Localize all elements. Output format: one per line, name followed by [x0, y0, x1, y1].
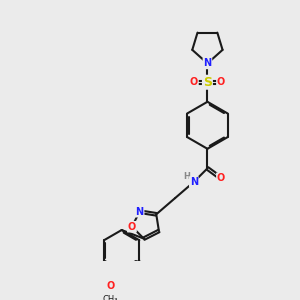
Text: N: N	[203, 58, 211, 68]
Text: O: O	[217, 77, 225, 87]
Text: S: S	[203, 76, 212, 89]
Text: O: O	[217, 173, 225, 183]
Text: O: O	[128, 222, 136, 232]
Text: CH₃: CH₃	[103, 296, 118, 300]
Text: H: H	[183, 172, 190, 181]
Text: O: O	[190, 77, 198, 87]
Text: N: N	[136, 207, 144, 217]
Text: N: N	[190, 177, 198, 187]
Text: O: O	[106, 281, 115, 291]
